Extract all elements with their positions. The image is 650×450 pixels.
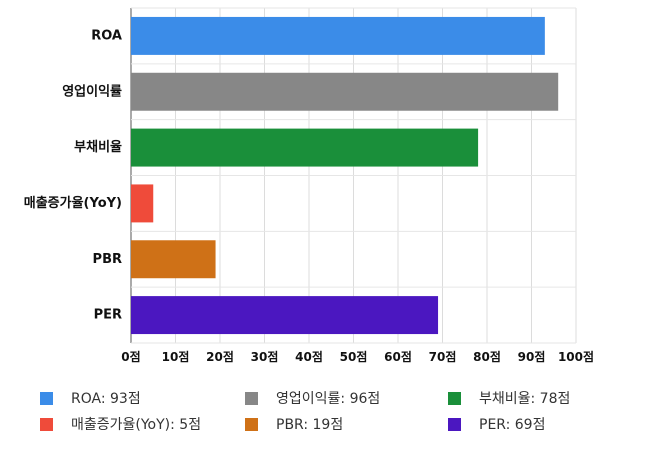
legend-label: ROA: 93점 <box>71 391 141 407</box>
legend-swatch <box>245 391 258 405</box>
legend-item: PBR: 19점 <box>245 414 343 434</box>
legend-label: PER: 69점 <box>479 417 546 433</box>
legend-item: ROA: 93점 <box>40 388 141 408</box>
category-label: 매출증가율(YoY) <box>24 195 122 211</box>
legend-swatch <box>448 391 461 405</box>
bar <box>131 72 559 111</box>
bar <box>131 296 439 335</box>
x-tick-label: 30점 <box>251 349 279 364</box>
legend-swatch <box>245 417 258 431</box>
legend-swatch <box>40 417 53 431</box>
legend-label: PBR: 19점 <box>276 417 344 433</box>
legend-item: 부채비율: 78점 <box>448 388 570 408</box>
x-tick-label: 80점 <box>473 349 501 364</box>
category-label: ROA <box>91 28 122 43</box>
bar <box>131 16 545 55</box>
legend-swatch <box>40 391 53 405</box>
legend-item: 영업이익률: 96점 <box>245 388 380 408</box>
bar <box>131 184 154 223</box>
category-label: 영업이익률 <box>62 83 122 99</box>
bar <box>131 128 479 167</box>
category-label: PER <box>94 308 122 323</box>
bar <box>131 240 216 279</box>
x-tick-label: 70점 <box>429 349 457 364</box>
legend-item: 매출증가율(YoY): 5점 <box>40 414 201 434</box>
legend-label: 영업이익률: 96점 <box>276 391 381 407</box>
x-tick-labels: 0점 10점 20점 30점 40점 50점 60점 70점 80점 90점 100점 <box>121 349 594 364</box>
x-tick-label: 40점 <box>295 349 323 364</box>
x-tick-label: 60점 <box>384 349 412 364</box>
x-tick-label: 0점 <box>121 349 140 364</box>
legend-label: 매출증가율(YoY): 5점 <box>71 417 202 433</box>
grid-lines <box>130 7 577 344</box>
bars <box>131 16 559 335</box>
x-tick-label: 90점 <box>518 349 546 364</box>
x-tick-label: 100점 <box>558 349 594 364</box>
legend-label: 부채비율: 78점 <box>479 391 571 407</box>
x-tick-label: 20점 <box>206 349 234 364</box>
x-tick-label: 10점 <box>162 349 190 364</box>
legend-swatch <box>448 417 461 431</box>
legend-item: PER: 69점 <box>448 414 545 434</box>
category-label: 부채비율 <box>74 139 122 155</box>
x-tick-label: 50점 <box>340 349 368 364</box>
category-label: PBR <box>93 252 122 267</box>
